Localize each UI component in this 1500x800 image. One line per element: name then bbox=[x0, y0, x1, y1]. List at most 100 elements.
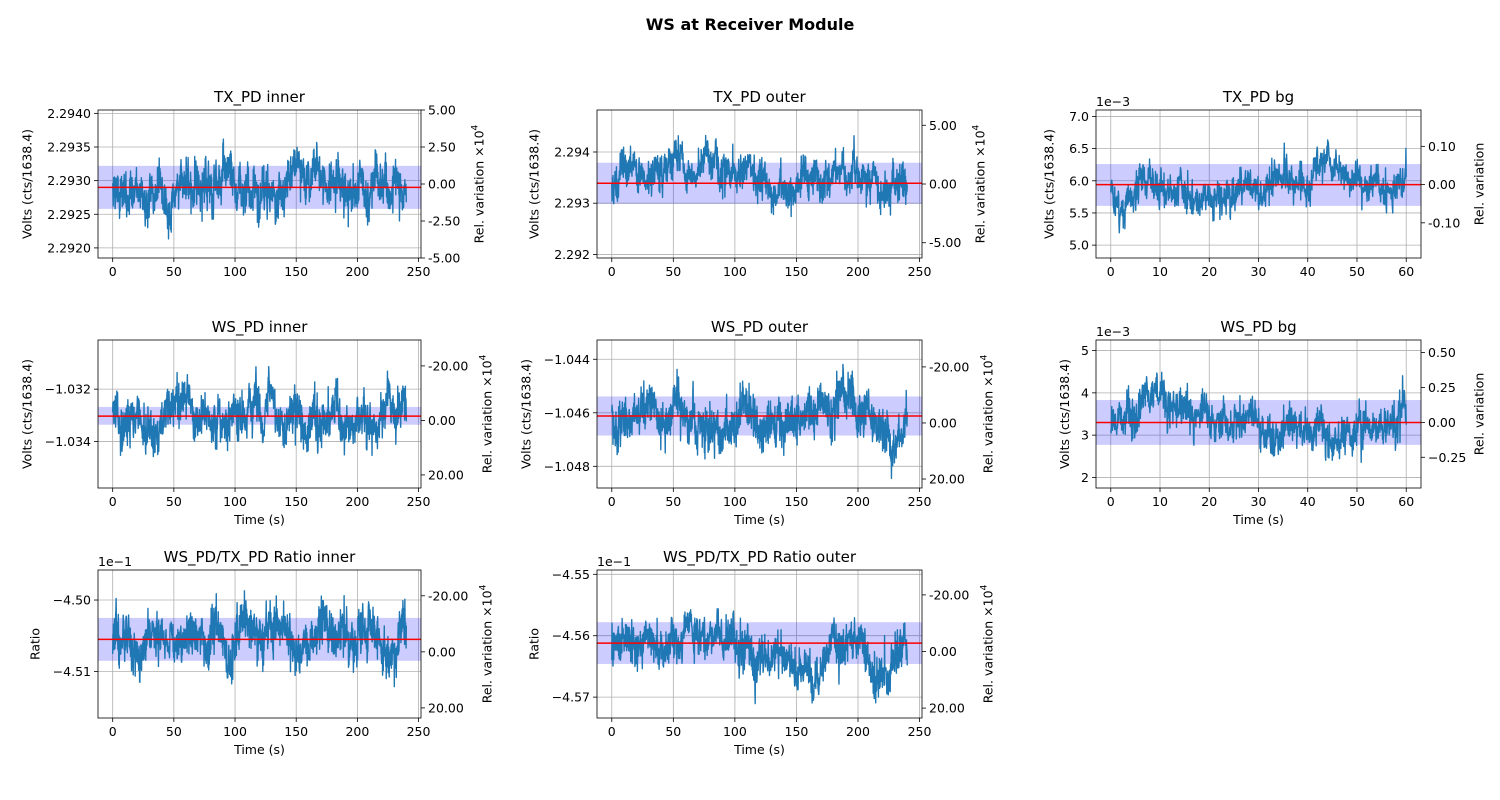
series-1-line bbox=[111, 365, 408, 458]
x-tick-label: 200 bbox=[846, 724, 870, 739]
x-tick-label: 100 bbox=[723, 264, 747, 279]
y-axis-label: Volts (cts/1638.4) bbox=[527, 129, 542, 239]
axes-frame bbox=[97, 569, 422, 719]
y2-tick-label: 0.00 bbox=[929, 415, 957, 430]
x-tick-label: 50 bbox=[665, 264, 681, 279]
x-tick-label: 0 bbox=[608, 494, 616, 509]
x-tick-label: 150 bbox=[284, 264, 308, 279]
x-tick-label: 50 bbox=[665, 494, 681, 509]
x-tick-label: 200 bbox=[846, 494, 870, 509]
y-tick-label: 2.294 bbox=[554, 144, 590, 159]
x-tick-label: 40 bbox=[1300, 494, 1316, 509]
y-tick-label: −4.56 bbox=[552, 628, 590, 643]
y-tick-label: 7.0 bbox=[1069, 109, 1089, 124]
x-tick-label: 60 bbox=[1398, 264, 1414, 279]
x-tick-label: 250 bbox=[407, 724, 431, 739]
chart-title: WS_PD/TX_PD Ratio outer bbox=[663, 548, 857, 567]
y2-tick-label: 0.00 bbox=[929, 644, 957, 659]
x-tick-label: 200 bbox=[345, 724, 369, 739]
y2-axis-label-text: Rel. variation ×10 bbox=[472, 130, 487, 243]
x-tick-label: 250 bbox=[908, 264, 932, 279]
x-tick-label: 50 bbox=[166, 264, 182, 279]
x-axis-label: Time (s) bbox=[733, 742, 785, 757]
x-tick-label: 30 bbox=[1251, 264, 1267, 279]
y2-axis-label-text: Rel. variation ×10 bbox=[980, 360, 995, 473]
y-axis-label: Volts (cts/1638.4) bbox=[1041, 129, 1056, 239]
x-tick-label: 250 bbox=[908, 724, 932, 739]
y2-axis-label: Rel. variation ×104 bbox=[972, 124, 988, 243]
offset-text: 1e−3 bbox=[1096, 324, 1130, 339]
y2-tick-label: 0.50 bbox=[1428, 345, 1456, 360]
x-tick-label: 200 bbox=[345, 494, 369, 509]
y-tick-label: 4 bbox=[1081, 385, 1089, 400]
y-tick-label: −4.57 bbox=[552, 690, 590, 705]
series-1-line bbox=[111, 590, 408, 688]
y2-axis-label-exponent: 4 bbox=[979, 584, 989, 590]
y2-tick-label: 0.00 bbox=[929, 177, 957, 192]
x-tick-label: 0 bbox=[109, 264, 117, 279]
y-tick-label: 6.0 bbox=[1069, 173, 1089, 188]
x-tick-label: 100 bbox=[223, 494, 247, 509]
x-tick-label: 0 bbox=[1107, 494, 1115, 509]
axes-frame bbox=[596, 569, 923, 719]
axes-frame bbox=[97, 339, 422, 489]
y2-tick-label: 0.00 bbox=[428, 413, 456, 428]
y2-tick-label: -20.00 bbox=[428, 358, 468, 373]
y-axis-label: Volts (cts/1638.4) bbox=[20, 129, 35, 239]
y2-tick-label: -20.00 bbox=[929, 587, 969, 602]
x-tick-label: 50 bbox=[1349, 494, 1365, 509]
x-tick-label: 150 bbox=[785, 494, 809, 509]
y2-axis-label-text: Rel. variation ×10 bbox=[479, 590, 494, 703]
x-tick-label: 0 bbox=[109, 724, 117, 739]
chart-title: WS_PD/TX_PD Ratio inner bbox=[164, 548, 356, 567]
x-tick-label: 0 bbox=[608, 264, 616, 279]
chart-panel-6: 0 10 20 30 40 50 60 2 3 4 5 0.50 0.25 0.00 −0.25 WS_PD … bbox=[1057, 318, 1486, 527]
y2-axis-label-exponent: 4 bbox=[979, 354, 989, 360]
x-tick-label: 40 bbox=[1300, 264, 1316, 279]
y-tick-label: 5.0 bbox=[1069, 238, 1089, 253]
y2-tick-label: −0.25 bbox=[1428, 450, 1466, 465]
x-tick-label: 30 bbox=[1251, 494, 1267, 509]
y2-tick-label: 0.25 bbox=[1428, 380, 1456, 395]
series-1-line bbox=[1110, 139, 1407, 234]
x-tick-label: 250 bbox=[908, 494, 932, 509]
series-1-line bbox=[1110, 371, 1407, 464]
x-tick-label: 100 bbox=[723, 494, 747, 509]
x-axis-label: Time (s) bbox=[1232, 512, 1284, 527]
x-tick-label: 200 bbox=[846, 264, 870, 279]
y-tick-label: 3 bbox=[1081, 428, 1089, 443]
x-axis-label: Time (s) bbox=[733, 512, 785, 527]
x-axis-label: Time (s) bbox=[233, 512, 285, 527]
y2-tick-label: -5.00 bbox=[428, 251, 460, 266]
y2-axis-label-exponent: 4 bbox=[478, 354, 488, 360]
y2-tick-label: 0.10 bbox=[1428, 139, 1456, 154]
y-tick-label: −1.034 bbox=[45, 434, 91, 449]
chart-title: TX_PD inner bbox=[213, 88, 306, 107]
y-tick-label: 2.2935 bbox=[47, 140, 91, 155]
chart-panel-3: 0 10 20 30 40 50 60 5.0 5.5 6.0 6.5 7.0 0.10 0.00 -0.1… bbox=[1041, 88, 1486, 279]
y2-tick-label: 20.00 bbox=[929, 701, 965, 716]
y2-tick-label: 20.00 bbox=[929, 472, 965, 487]
x-tick-label: 100 bbox=[223, 724, 247, 739]
y2-tick-label: 0.00 bbox=[428, 177, 456, 192]
y-tick-label: 6.5 bbox=[1069, 141, 1089, 156]
x-tick-label: 20 bbox=[1201, 264, 1217, 279]
series-1-line bbox=[111, 138, 408, 240]
y2-tick-label: 2.50 bbox=[428, 140, 456, 155]
y2-tick-label: -5.00 bbox=[929, 235, 961, 250]
x-tick-label: 100 bbox=[223, 264, 247, 279]
chart-title: WS_PD outer bbox=[711, 318, 809, 337]
y-axis-label: Ratio bbox=[527, 628, 542, 660]
y-tick-label: 2 bbox=[1081, 470, 1089, 485]
x-axis-label: Time (s) bbox=[233, 742, 285, 757]
y2-tick-label: 20.00 bbox=[428, 700, 464, 715]
y-tick-label: −1.048 bbox=[544, 459, 590, 474]
chart-title: TX_PD bg bbox=[1222, 88, 1294, 107]
y2-tick-label: -2.50 bbox=[428, 214, 460, 229]
y2-tick-label: -20.00 bbox=[428, 588, 468, 603]
chart-panel-8: 0 50 100 150 200 250 −4.55 −4.56 −4.57 -20.00 0.00… bbox=[527, 548, 996, 757]
y-axis-label: Ratio bbox=[28, 628, 43, 660]
offset-text: 1e−3 bbox=[1096, 94, 1130, 109]
y2-tick-label: 0.00 bbox=[428, 644, 456, 659]
x-tick-label: 10 bbox=[1152, 264, 1168, 279]
